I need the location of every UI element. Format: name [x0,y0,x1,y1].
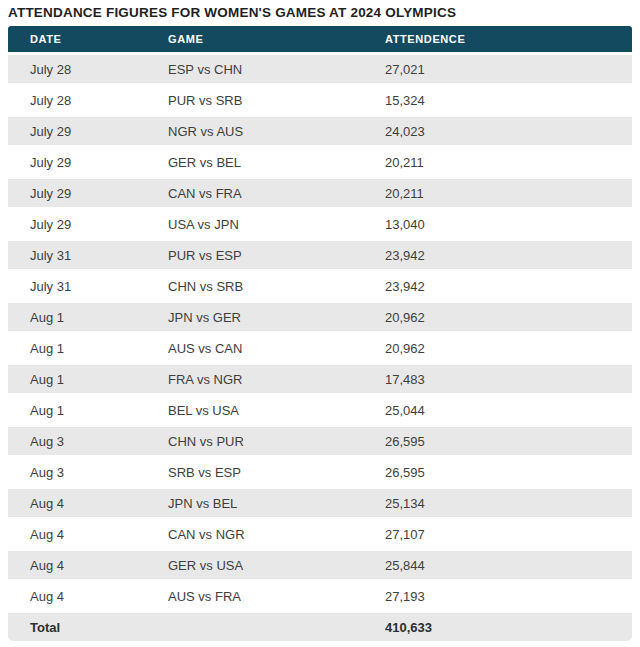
cell-game: JPN vs BEL [146,496,363,511]
table-row: July 31 PUR vs ESP 23,942 [8,241,632,269]
page-title: ATTENDANCE FIGURES FOR WOMEN'S GAMES AT … [8,0,632,26]
cell-attendance: 25,134 [363,496,632,511]
cell-date: July 31 [8,248,146,263]
cell-game: ESP vs CHN [146,62,363,77]
cell-game: GER vs BEL [146,155,363,170]
cell-attendance: 20,211 [363,155,632,170]
attendance-table: DATE GAME ATTENDENCE July 28 ESP vs CHN … [8,26,632,641]
cell-date: Aug 3 [8,465,146,480]
cell-attendance: 27,021 [363,62,632,77]
table-row: Aug 1 BEL vs USA 25,044 [8,396,632,424]
cell-game: JPN vs GER [146,310,363,325]
cell-attendance: 20,962 [363,341,632,356]
cell-attendance: 13,040 [363,217,632,232]
table-row: July 29 GER vs BEL 20,211 [8,148,632,176]
cell-attendance: 25,844 [363,558,632,573]
total-value: 410,633 [363,620,632,635]
table-row: Aug 4 GER vs USA 25,844 [8,551,632,579]
header-cell-attendance: ATTENDENCE [363,33,632,45]
cell-date: Aug 1 [8,372,146,387]
cell-attendance: 27,193 [363,589,632,604]
cell-game: CHN vs PUR [146,434,363,449]
cell-date: July 29 [8,124,146,139]
header-cell-date: DATE [8,33,146,45]
table-row: Aug 1 FRA vs NGR 17,483 [8,365,632,393]
table-row: Aug 3 SRB vs ESP 26,595 [8,458,632,486]
header-cell-game: GAME [146,33,363,45]
cell-game: SRB vs ESP [146,465,363,480]
table-row: July 29 USA vs JPN 13,040 [8,210,632,238]
cell-attendance: 26,595 [363,465,632,480]
table-row: July 31 CHN vs SRB 23,942 [8,272,632,300]
cell-date: July 31 [8,279,146,294]
cell-attendance: 23,942 [363,248,632,263]
cell-date: July 28 [8,93,146,108]
table-row: July 28 ESP vs CHN 27,021 [8,55,632,83]
cell-game: FRA vs NGR [146,372,363,387]
cell-date: July 29 [8,217,146,232]
cell-attendance: 24,023 [363,124,632,139]
total-row: Total 410,633 [8,613,632,641]
cell-date: Aug 4 [8,558,146,573]
cell-attendance: 20,962 [363,310,632,325]
cell-date: July 28 [8,62,146,77]
cell-game: PUR vs SRB [146,93,363,108]
cell-attendance: 23,942 [363,279,632,294]
cell-date: Aug 4 [8,589,146,604]
cell-game: NGR vs AUS [146,124,363,139]
cell-date: Aug 1 [8,403,146,418]
cell-date: Aug 1 [8,310,146,325]
cell-game: CAN vs NGR [146,527,363,542]
cell-attendance: 26,595 [363,434,632,449]
cell-attendance: 20,211 [363,186,632,201]
table-row: Aug 1 JPN vs GER 20,962 [8,303,632,331]
cell-game: PUR vs ESP [146,248,363,263]
total-label: Total [8,620,146,635]
cell-date: Aug 4 [8,527,146,542]
cell-date: July 29 [8,186,146,201]
cell-game: CAN vs FRA [146,186,363,201]
cell-game: AUS vs FRA [146,589,363,604]
table-body: July 28 ESP vs CHN 27,021 July 28 PUR vs… [8,55,632,610]
cell-date: Aug 4 [8,496,146,511]
cell-game: AUS vs CAN [146,341,363,356]
cell-game: GER vs USA [146,558,363,573]
cell-game: BEL vs USA [146,403,363,418]
cell-game: USA vs JPN [146,217,363,232]
cell-attendance: 17,483 [363,372,632,387]
cell-date: July 29 [8,155,146,170]
cell-game: CHN vs SRB [146,279,363,294]
cell-attendance: 27,107 [363,527,632,542]
table-row: July 29 CAN vs FRA 20,211 [8,179,632,207]
table-row: Aug 1 AUS vs CAN 20,962 [8,334,632,362]
table-row: Aug 4 AUS vs FRA 27,193 [8,582,632,610]
table-header-row: DATE GAME ATTENDENCE [8,26,632,52]
cell-attendance: 25,044 [363,403,632,418]
cell-attendance: 15,324 [363,93,632,108]
table-row: July 28 PUR vs SRB 15,324 [8,86,632,114]
table-row: Aug 4 CAN vs NGR 27,107 [8,520,632,548]
cell-date: Aug 3 [8,434,146,449]
table-row: July 29 NGR vs AUS 24,023 [8,117,632,145]
table-row: Aug 3 CHN vs PUR 26,595 [8,427,632,455]
cell-date: Aug 1 [8,341,146,356]
table-row: Aug 4 JPN vs BEL 25,134 [8,489,632,517]
